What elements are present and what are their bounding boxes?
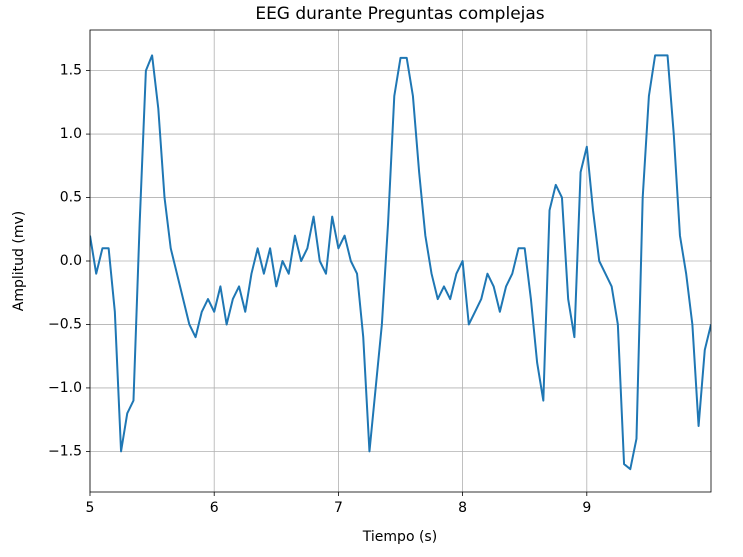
y-tick-label: −0.5 <box>48 316 82 332</box>
x-tick-label: 9 <box>582 500 591 516</box>
x-axis-label: Tiempo (s) <box>362 529 437 545</box>
y-tick-label: −1.0 <box>48 380 82 396</box>
x-tick-label: 6 <box>210 500 219 516</box>
data-line <box>90 54 711 471</box>
y-tick-label: 0.5 <box>60 190 82 206</box>
x-tick-label: 5 <box>86 500 95 516</box>
y-tick-label: −1.5 <box>48 443 82 459</box>
chart-title: EEG durante Preguntas complejas <box>255 4 544 24</box>
x-tick-label: 8 <box>458 500 467 516</box>
y-tick-label: 0.0 <box>60 253 82 269</box>
y-tick-label: 1.0 <box>60 126 82 142</box>
plot-frame <box>89 29 712 493</box>
y-axis-label: Amplitud (mv) <box>11 211 27 311</box>
x-tick-label: 7 <box>334 500 343 516</box>
y-tick-label: 1.5 <box>60 63 82 79</box>
